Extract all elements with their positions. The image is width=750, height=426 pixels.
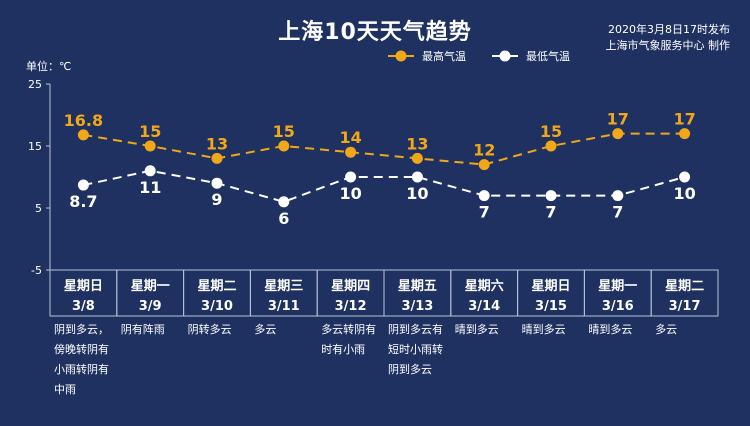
weekday-label: 星期五 — [398, 279, 437, 294]
chart-title: 上海10天天气趋势 — [278, 20, 472, 45]
date-label: 3/8 — [72, 299, 95, 314]
high-temp-line — [83, 132, 685, 166]
high-temp-label: 15 — [273, 122, 295, 141]
high-temp-label: 15 — [540, 122, 562, 141]
publisher: 上海市气象服务中心 制作 — [605, 39, 731, 52]
date-label: 3/16 — [602, 299, 634, 314]
unit-label: 单位：℃ — [26, 60, 72, 73]
legend-marker — [395, 50, 407, 62]
low-temp-point — [679, 171, 691, 183]
high-temp-point — [679, 128, 691, 140]
low-temp-point — [211, 177, 223, 189]
weather-description: 阴转多云 — [187, 323, 232, 336]
weekday-label: 星期四 — [331, 279, 370, 294]
low-temp-point — [77, 179, 89, 191]
date-label: 3/9 — [139, 299, 162, 314]
high-temp-label: 13 — [206, 134, 228, 153]
weekday-label: 星期日 — [531, 279, 570, 294]
weather-description: 阴有阵雨 — [120, 323, 165, 336]
date-label: 3/12 — [335, 299, 367, 314]
low-temp-line — [83, 169, 685, 203]
weather-description: 晴到多云 — [454, 323, 499, 336]
high-temp-label: 14 — [339, 128, 361, 147]
low-temp-point — [612, 190, 624, 202]
date-label: 3/13 — [401, 299, 433, 314]
high-temp-label: 16.8 — [64, 111, 103, 130]
weekday-label: 星期六 — [465, 278, 504, 294]
weekday-label: 星期二 — [665, 279, 704, 294]
weather-description: 多云转阴有 时有小雨 — [321, 323, 377, 356]
low-temp-label: 6 — [278, 209, 289, 228]
date-label: 3/10 — [201, 299, 233, 314]
low-temp-label: 10 — [339, 184, 361, 203]
high-temp-point — [77, 129, 89, 141]
high-temp-label: 12 — [473, 141, 495, 160]
low-temp-label: 7 — [479, 203, 490, 222]
high-temp-point — [411, 152, 423, 164]
weekday-label: 星期一 — [598, 279, 637, 294]
weather-description: 多云 — [655, 323, 678, 336]
low-temp-label: 11 — [139, 178, 161, 197]
low-temp-label: 9 — [211, 190, 222, 209]
low-temp-label: 7 — [612, 203, 623, 222]
weather-description: 阴到多云有 短时小雨转 阴到多云 — [388, 323, 443, 376]
high-temp-label: 15 — [139, 122, 161, 141]
high-temp-point — [144, 140, 156, 152]
low-temp-point — [144, 165, 156, 177]
high-temp-point — [612, 128, 624, 140]
date-label: 3/11 — [268, 299, 300, 314]
weekday-label: 星期二 — [197, 279, 236, 294]
low-temp-label: 10 — [406, 184, 428, 203]
high-temp-label: 17 — [673, 110, 695, 129]
legend-label: 最低气温 — [526, 49, 570, 63]
low-temp-point — [545, 190, 557, 202]
high-temp-point — [345, 146, 357, 158]
low-temp-label: 10 — [673, 184, 695, 203]
high-temp-point — [545, 140, 557, 152]
low-temp-point — [345, 171, 357, 183]
publish-time: 2020年3月8日17时发布 — [608, 23, 730, 36]
date-label: 3/17 — [669, 299, 701, 314]
weather-description: 多云 — [254, 323, 277, 336]
legend-label: 最高气温 — [422, 49, 466, 63]
legend-marker — [499, 50, 511, 62]
y-tick-label: 15 — [28, 140, 42, 153]
y-tick-label: 5 — [35, 202, 42, 215]
weather-description: 晴到多云 — [521, 323, 566, 336]
publish-info: 2020年3月8日17时发布 上海市气象服务中心 制作 — [606, 22, 731, 54]
low-temp-point — [411, 171, 423, 183]
low-temp-label: 8.7 — [69, 192, 97, 211]
low-temp-label: 7 — [545, 203, 556, 222]
weekday-label: 星期日 — [64, 279, 103, 294]
weather-description: 阴到多云， 傍晚转阴有 小雨转阴有 中雨 — [54, 323, 109, 396]
low-temp-point — [478, 190, 490, 202]
date-cell — [650, 269, 719, 317]
high-temp-point — [211, 152, 223, 164]
high-temp-point — [278, 140, 290, 152]
y-tick-label: 25 — [28, 78, 42, 91]
weekday-label: 星期三 — [264, 279, 303, 294]
low-temp-point — [278, 196, 290, 208]
date-label: 3/15 — [535, 299, 567, 314]
weekday-label: 星期一 — [131, 279, 170, 294]
high-temp-label: 13 — [406, 134, 428, 153]
date-label: 3/14 — [468, 299, 500, 314]
high-temp-label: 17 — [607, 110, 629, 129]
high-temp-point — [478, 159, 490, 171]
weather-description: 晴到多云 — [588, 323, 633, 336]
y-tick-label: -5 — [31, 264, 42, 277]
